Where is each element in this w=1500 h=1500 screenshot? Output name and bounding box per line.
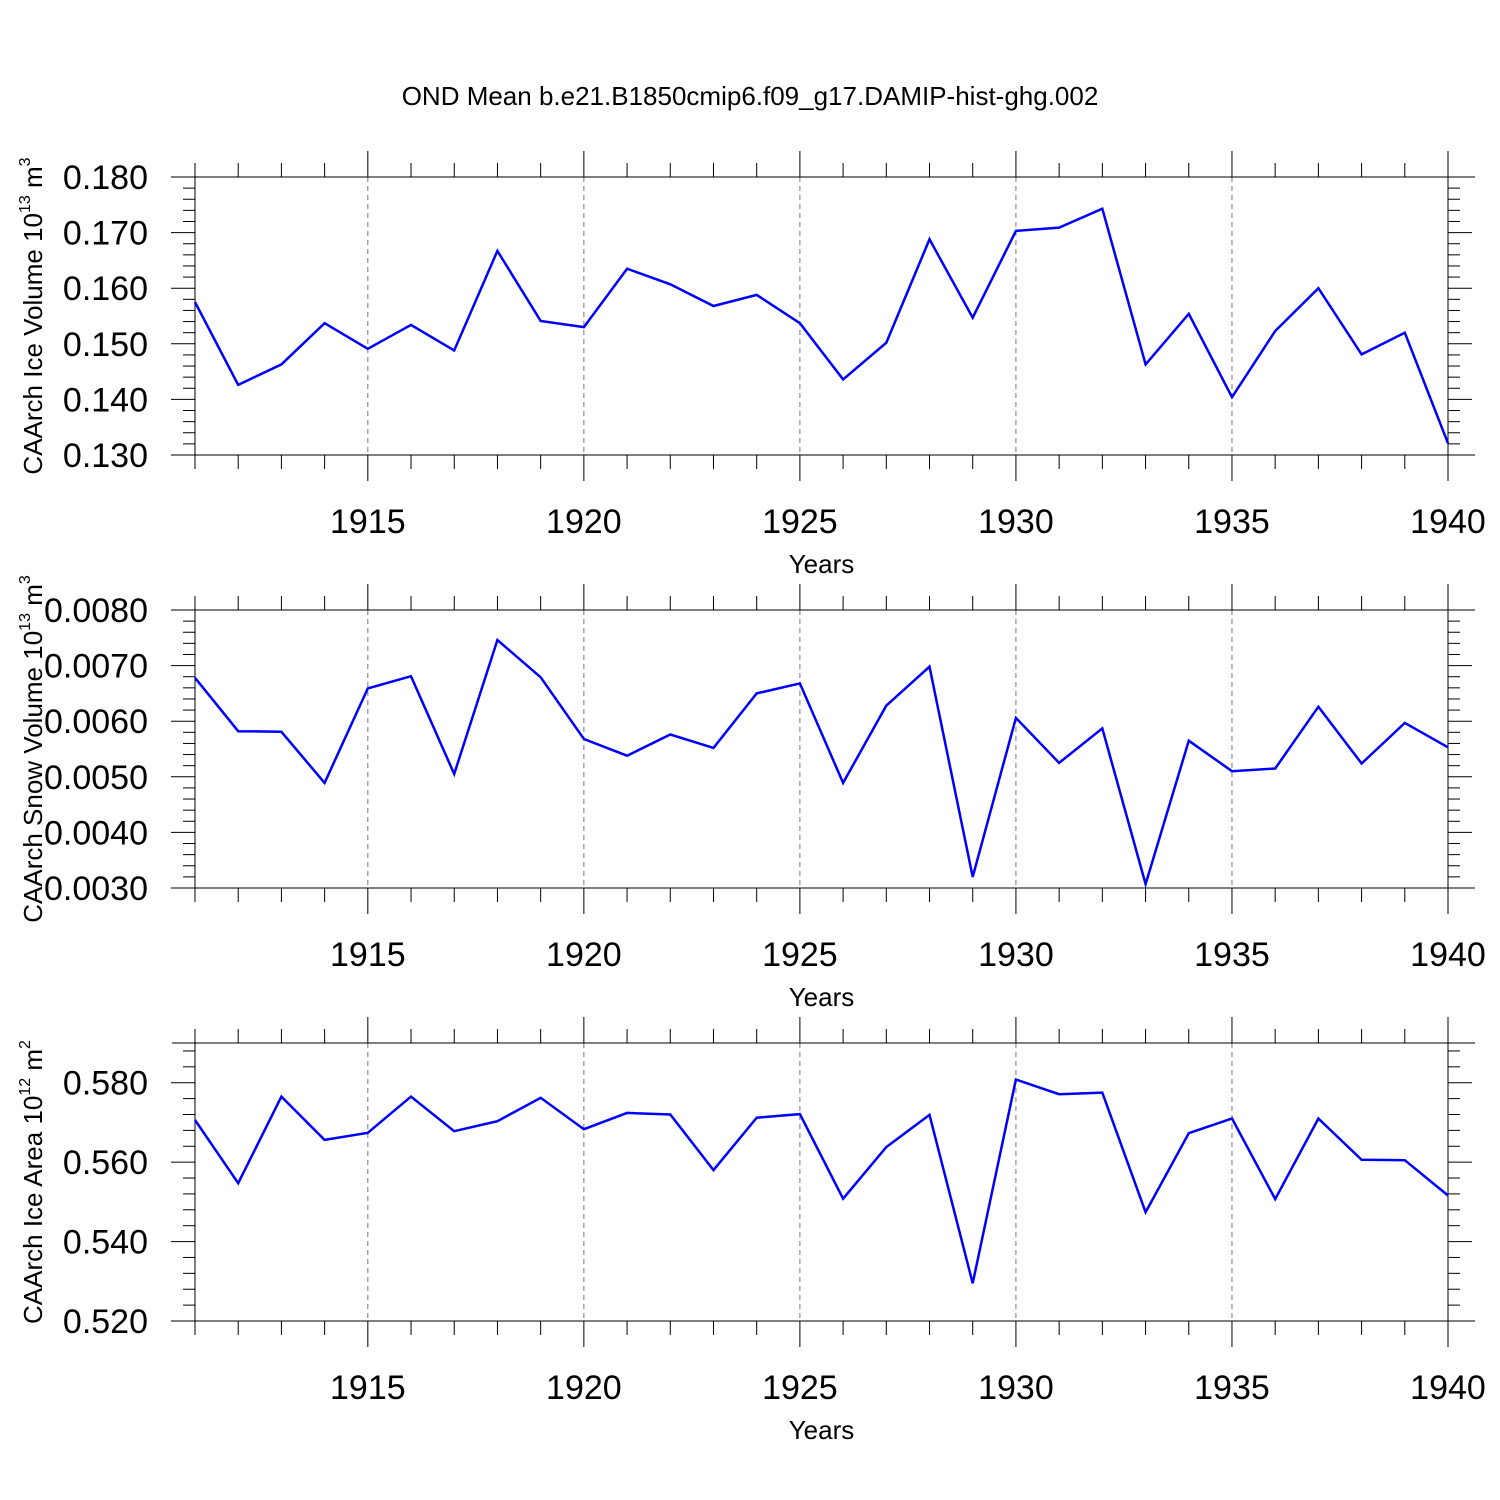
x-tick-label: 1930 <box>978 1369 1054 1407</box>
y-tick-label: 0.160 <box>63 270 148 308</box>
x-tick-label: 1915 <box>330 1369 406 1407</box>
chart-panel-2: 0.0030 0.0040 0.0050 0.0060 0.0070 0.0080 1915… <box>17 575 1486 1012</box>
y-axis-title-unit: m <box>18 1049 48 1078</box>
y-tick-label: 0.180 <box>63 159 148 197</box>
y-axis-title-unit-exponent: 2 <box>17 1040 34 1049</box>
y-axis-title: CAArch Ice Volume 1013 m3 <box>17 157 48 474</box>
x-tick-label: 1940 <box>1410 503 1486 541</box>
x-tick-label: 1930 <box>978 503 1054 541</box>
y-axis-title-exponent: 12 <box>17 1078 34 1096</box>
y-axis-title-unit: m <box>18 584 48 613</box>
y-tick-label: 0.0030 <box>44 870 148 908</box>
y-tick-label: 0.150 <box>63 326 148 364</box>
x-tick-label: 1915 <box>330 503 406 541</box>
y-axis-title-main: CAArch Ice Area 10 <box>18 1096 48 1324</box>
y-tick-label: 0.580 <box>63 1065 148 1103</box>
x-tick-label: 1925 <box>762 1369 838 1407</box>
series-line <box>194 637 1449 889</box>
y-axis-title: CAArch Snow Volume 1013 m3 <box>17 575 48 923</box>
y-tick-label: 0.0080 <box>44 592 148 630</box>
y-tick-label: 0.520 <box>63 1303 148 1341</box>
y-axis-title: CAArch Ice Area 1012 m2 <box>17 1040 48 1324</box>
x-tick-label: 1915 <box>330 936 406 974</box>
x-tick-label: 1925 <box>762 936 838 974</box>
figure-title: OND Mean b.e21.B1850cmip6.f09_g17.DAMIP-… <box>402 81 1099 111</box>
y-tick-label: 0.540 <box>63 1224 148 1262</box>
y-tick-label: 0.140 <box>63 381 148 419</box>
x-tick-label: 1920 <box>546 503 622 541</box>
x-tick-label: 1940 <box>1410 1369 1486 1407</box>
x-tick-label: 1935 <box>1194 936 1270 974</box>
y-axis-title-unit-exponent: 3 <box>17 157 34 166</box>
x-tick-label: 1935 <box>1194 1369 1270 1407</box>
series-line <box>193 206 1450 444</box>
x-axis-title: Years <box>789 982 855 1012</box>
x-tick-label: 1930 <box>978 936 1054 974</box>
y-axis-title-main: CAArch Ice Volume 10 <box>18 213 48 475</box>
x-tick-label: 1925 <box>762 503 838 541</box>
x-tick-label: 1940 <box>1410 936 1486 974</box>
series-line <box>193 1077 1449 1284</box>
y-axis-title-main: CAArch Snow Volume 10 <box>18 631 48 923</box>
y-axis-title-unit-exponent: 3 <box>17 575 34 584</box>
x-axis-title: Years <box>789 549 855 579</box>
y-axis-title-exponent: 13 <box>17 613 34 631</box>
y-tick-label: 0.560 <box>63 1144 148 1182</box>
chart-panel-1: 0.130 0.140 0.150 0.160 0.170 0.180 1915 1920 19… <box>17 151 1486 579</box>
y-tick-label: 0.0060 <box>44 703 148 741</box>
y-tick-label: 0.0070 <box>44 648 148 686</box>
x-axis-title: Years <box>789 1415 855 1445</box>
x-tick-label: 1920 <box>546 936 622 974</box>
y-tick-label: 0.170 <box>63 215 148 253</box>
y-axis-title-unit: m <box>18 166 48 195</box>
y-axis-title-exponent: 13 <box>17 195 34 213</box>
y-tick-label: 0.130 <box>63 437 148 475</box>
x-tick-label: 1935 <box>1194 503 1270 541</box>
chart-panel-3: 0.520 0.540 0.560 0.580 1915 1920 1925 1930 1935… <box>17 1017 1486 1445</box>
y-tick-label: 0.0050 <box>44 759 148 797</box>
x-tick-label: 1920 <box>546 1369 622 1407</box>
y-tick-label: 0.0040 <box>44 814 148 852</box>
